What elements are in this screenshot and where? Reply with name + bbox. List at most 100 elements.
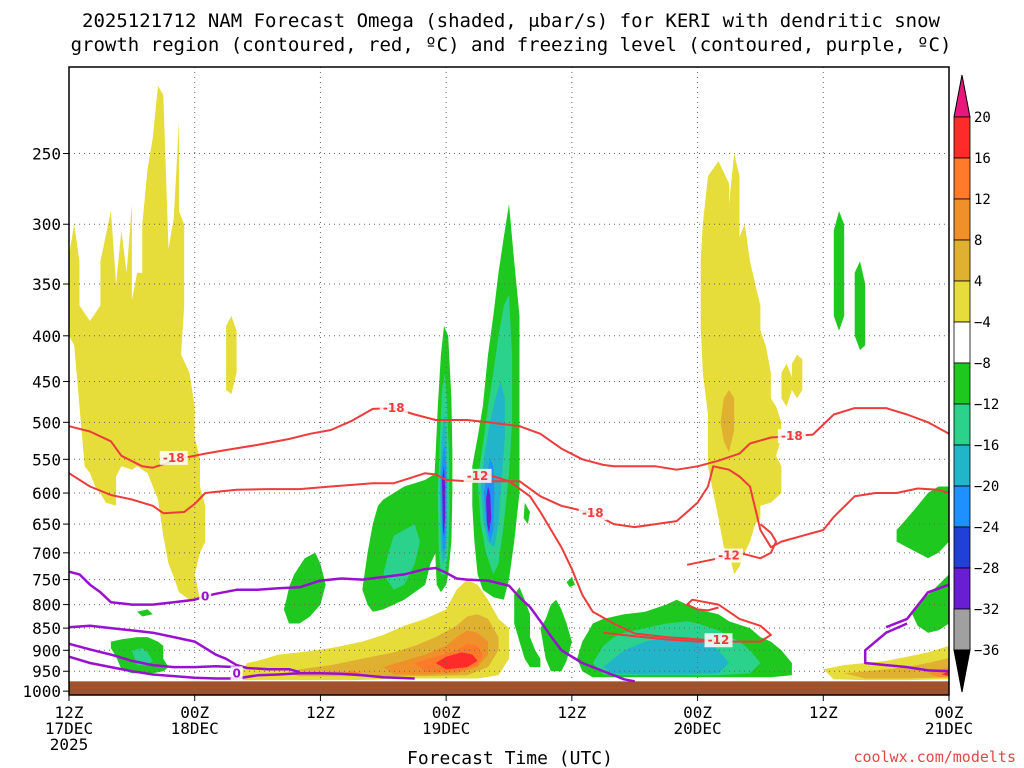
omega-region-38 bbox=[603, 637, 729, 675]
contour-label-bg-6 bbox=[704, 633, 733, 648]
y-tick-label-700: 700 bbox=[32, 544, 61, 563]
colorbar-swatch-3 bbox=[953, 239, 971, 282]
y-tick-label-800: 800 bbox=[32, 596, 61, 615]
omega-region-10 bbox=[435, 652, 478, 670]
omega-region-18 bbox=[137, 609, 153, 617]
freezing-contour-4 bbox=[885, 583, 950, 629]
colorbar-label-13: −36 bbox=[974, 643, 999, 659]
contour-label-7: 0 bbox=[201, 589, 209, 603]
colorbar-label-1: 16 bbox=[974, 151, 991, 167]
colorbar-label-11: −28 bbox=[974, 561, 999, 577]
omega-region-21 bbox=[383, 524, 420, 590]
colorbar-label-7: −12 bbox=[974, 397, 999, 413]
y-tick-label-350: 350 bbox=[32, 275, 61, 294]
colorbar-swatch-6 bbox=[953, 362, 971, 405]
colorbar-label-4: 4 bbox=[974, 274, 982, 290]
colorbar-label-0: 20 bbox=[974, 110, 991, 126]
contour-label-bg-4 bbox=[777, 429, 806, 444]
colorbar-swatch-9 bbox=[953, 485, 971, 528]
omega-region-33 bbox=[540, 599, 572, 672]
colorbar-label-6: −8 bbox=[974, 356, 991, 372]
colorbar-label-5: −4 bbox=[974, 315, 991, 331]
colorbar-swatch-10 bbox=[953, 526, 971, 569]
colorbar-swatch-5 bbox=[953, 321, 971, 364]
contour-label-bg-7 bbox=[199, 589, 212, 604]
x-axis-label: Forecast Time (UTC) bbox=[407, 748, 613, 768]
colorbar-label-10: −24 bbox=[974, 520, 999, 536]
contour-label-4: -18 bbox=[781, 429, 803, 443]
plot-area: -18 -18 -12 -18 -18 -12 -12 0 0 bbox=[68, 66, 950, 696]
x-tick-label-1-0: 00Z bbox=[180, 703, 209, 722]
colorbar-swatch-7 bbox=[953, 403, 971, 446]
colorbar-swatch-last bbox=[953, 608, 971, 651]
dgz-contour-3 bbox=[466, 473, 772, 643]
dgz-contour-1 bbox=[68, 465, 950, 549]
contour-label-bg-3 bbox=[578, 506, 607, 521]
colorbar-label-8: −16 bbox=[974, 438, 999, 454]
x-tick-label-7-1: 21DEC bbox=[925, 719, 973, 738]
y-tick-label-950: 950 bbox=[32, 662, 61, 681]
omega-region-42 bbox=[854, 261, 866, 351]
colorbar-label-12: −32 bbox=[974, 602, 999, 618]
colorbar-swatch-0 bbox=[953, 116, 971, 159]
x-tick-label-6-0: 12Z bbox=[809, 703, 838, 722]
contour-label-0: -18 bbox=[383, 401, 405, 415]
freezing-contour-0 bbox=[68, 566, 635, 683]
y-tick-label-550: 550 bbox=[32, 450, 61, 469]
y-tick-label-400: 400 bbox=[32, 327, 61, 346]
colorbar-swatch-11 bbox=[953, 567, 971, 610]
y-tick-label-500: 500 bbox=[32, 413, 61, 432]
chart-title-line1: 2025121712 NAM Forecast Omega (shaded, μ… bbox=[82, 10, 940, 32]
contour-label-8: 0 bbox=[232, 666, 240, 680]
ground-surface bbox=[69, 681, 949, 695]
y-tick-label-650: 650 bbox=[32, 515, 61, 534]
x-tick-label-3-1: 19DEC bbox=[422, 719, 470, 738]
y-tick-label-750: 750 bbox=[32, 571, 61, 590]
y-tick-label-600: 600 bbox=[32, 484, 61, 503]
omega-region-0 bbox=[69, 85, 206, 600]
freezing-contour-5 bbox=[863, 622, 950, 673]
contour-label-bg-0 bbox=[379, 401, 408, 416]
x-tick-label-5-0: 00Z bbox=[683, 703, 712, 722]
omega-region-3 bbox=[781, 363, 792, 407]
y-tick-label-250: 250 bbox=[32, 145, 61, 164]
contour-label-3: -18 bbox=[582, 506, 604, 520]
omega-region-19 bbox=[283, 552, 326, 624]
y-tick-label-300: 300 bbox=[32, 215, 61, 234]
contour-label-bg-1 bbox=[159, 450, 188, 465]
contour-label-6: -12 bbox=[708, 633, 730, 647]
colorbar-swatch-1 bbox=[953, 157, 971, 200]
colorbar-swatch-2 bbox=[953, 198, 971, 241]
omega-region-15 bbox=[941, 671, 949, 677]
y-tick-label-450: 450 bbox=[32, 372, 61, 391]
y-tick-label-1000: 1000 bbox=[22, 682, 61, 701]
omega-region-4 bbox=[791, 354, 803, 399]
x-tick-label-5-1: 20DEC bbox=[673, 719, 721, 738]
omega-region-41 bbox=[833, 211, 845, 331]
colorbar-swatch-8 bbox=[953, 444, 971, 487]
y-axis: 250 300 350 400 450 500 550 600 650 700 750 800 850 9… bbox=[22, 145, 69, 701]
x-tick-label-0-2: 2025 bbox=[50, 735, 89, 754]
x-tick-label-0-1: 17DEC bbox=[45, 719, 93, 738]
y-tick-label-850: 850 bbox=[32, 619, 61, 638]
omega-region-5 bbox=[720, 390, 735, 453]
credit-text: coolwx.com/modelts bbox=[853, 748, 1016, 766]
omega-region-26 bbox=[442, 466, 446, 536]
freezing-contour-2 bbox=[68, 642, 237, 669]
colorbar-top-arrow bbox=[953, 74, 971, 118]
omega-region-13 bbox=[844, 658, 949, 679]
contour-label-bg-5 bbox=[715, 548, 743, 563]
omega-region-35 bbox=[566, 577, 575, 588]
omega-region-39 bbox=[896, 486, 949, 559]
chart-title-line2: growth region (contoured, red, ºC) and f… bbox=[71, 34, 952, 56]
x-tick-label-1-1: 18DEC bbox=[171, 719, 219, 738]
omega-region-34 bbox=[523, 502, 530, 525]
contour-label-2: -12 bbox=[467, 469, 489, 483]
x-tick-label-3-0: 00Z bbox=[432, 703, 461, 722]
x-tick-label-7-0: 00Z bbox=[935, 703, 964, 722]
omega-region-32 bbox=[514, 587, 541, 668]
x-tick-label-4-0: 12Z bbox=[557, 703, 586, 722]
contour-label-bg-2 bbox=[463, 468, 492, 483]
